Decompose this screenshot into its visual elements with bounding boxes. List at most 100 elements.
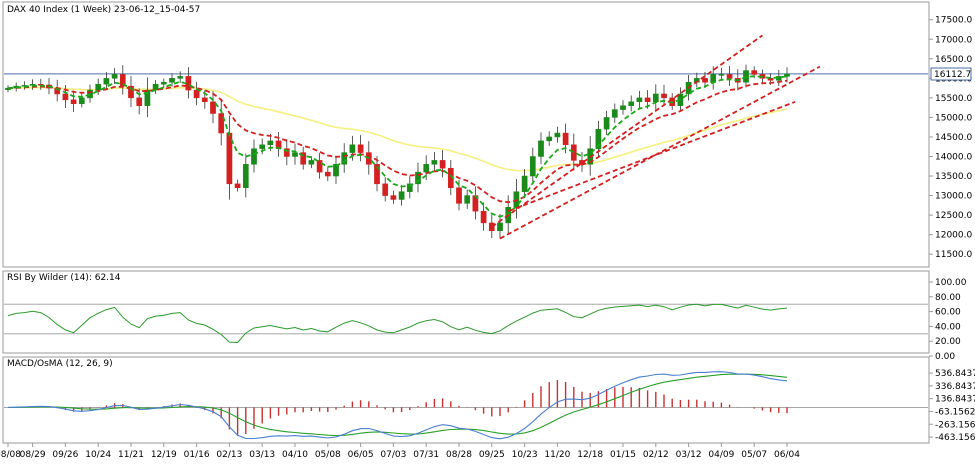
candle-body bbox=[513, 191, 520, 208]
candle-body bbox=[333, 164, 339, 177]
macd-title: MACD/OsMA (12, 26, 9) bbox=[7, 359, 113, 369]
x-tick-label: 08/29 bbox=[20, 450, 46, 460]
price-layer bbox=[4, 34, 928, 240]
candle-body bbox=[784, 73, 790, 77]
candle-body bbox=[628, 101, 635, 106]
rsi-line bbox=[7, 303, 788, 344]
trend-channel-line bbox=[491, 34, 763, 228]
price-y-tick-label: 16500.0 bbox=[935, 55, 972, 65]
candle-body bbox=[160, 81, 167, 85]
candle-body bbox=[521, 175, 528, 192]
candle-body bbox=[497, 222, 503, 231]
last-price-badge bbox=[930, 67, 972, 81]
candle-body bbox=[480, 210, 487, 224]
candle-body bbox=[136, 97, 143, 106]
candle-body bbox=[595, 128, 602, 149]
candle-body bbox=[390, 195, 397, 200]
x-tick-label: 04/10 bbox=[282, 450, 308, 460]
candle-body bbox=[95, 83, 102, 91]
candle-body bbox=[431, 160, 438, 165]
candle-body bbox=[300, 152, 307, 165]
candle-body bbox=[398, 191, 405, 200]
price-y-tick-label: 12500.0 bbox=[935, 211, 972, 221]
candle-body bbox=[111, 74, 118, 79]
price-y-tick-label: 12000.0 bbox=[935, 231, 972, 241]
mid-ma-line bbox=[7, 79, 788, 204]
price-y-tick-label: 13500.0 bbox=[935, 172, 972, 182]
price-y-tick-label: 17000.0 bbox=[935, 35, 972, 45]
candle-body bbox=[324, 171, 331, 177]
candle-body bbox=[341, 152, 348, 165]
candle-body bbox=[374, 164, 380, 185]
candle-body bbox=[611, 109, 618, 118]
x-tick-label: 01/15 bbox=[610, 450, 636, 460]
last-price-label: 16112.7 bbox=[934, 70, 971, 80]
candle-body bbox=[316, 160, 323, 173]
candle-body bbox=[234, 183, 241, 189]
fast-ma-line bbox=[7, 75, 788, 218]
x-tick-label: 03/12 bbox=[676, 450, 702, 460]
candle-body bbox=[406, 183, 413, 192]
macd-y-tick-label: 136.84377 bbox=[935, 395, 975, 405]
trend-channel-line bbox=[507, 100, 796, 213]
x-tick-label: 03/13 bbox=[249, 450, 275, 460]
candle-body bbox=[259, 144, 266, 149]
rsi-y-tick-label: 40.00 bbox=[935, 322, 961, 332]
candle-body bbox=[62, 93, 69, 101]
candle-body bbox=[218, 113, 225, 134]
candle-body bbox=[128, 85, 134, 99]
candle-body bbox=[251, 148, 257, 165]
price-y-tick-label: 13000.0 bbox=[935, 192, 972, 202]
macd-panel-frame bbox=[2, 356, 930, 444]
candle-body bbox=[357, 144, 364, 153]
price-y-tick-label: 11500.0 bbox=[935, 250, 972, 260]
candle-body bbox=[292, 152, 298, 157]
candle-body bbox=[185, 76, 192, 91]
x-tick-label: 05/08 bbox=[315, 450, 341, 460]
rsi-y-tick-label: 0.00 bbox=[935, 352, 955, 362]
candle-body bbox=[193, 89, 200, 99]
rsi-panel-frame bbox=[2, 270, 930, 354]
candle-body bbox=[210, 101, 216, 114]
macd-layer bbox=[4, 371, 928, 440]
rsi-y-tick-label: 20.00 bbox=[935, 337, 961, 347]
x-tick-label: 09/26 bbox=[52, 450, 78, 460]
candle-body bbox=[456, 187, 462, 204]
axis-layer: 17500.017000.016500.016000.015500.015000… bbox=[0, 16, 975, 460]
macd-line bbox=[7, 371, 788, 440]
candle-body bbox=[464, 195, 471, 204]
candle-body bbox=[718, 74, 725, 76]
candle-body bbox=[636, 97, 643, 103]
rsi-layer bbox=[4, 303, 928, 344]
candle-body bbox=[554, 132, 561, 138]
price-y-tick-label: 15000.0 bbox=[935, 113, 972, 123]
macd-y-tick-label: -463.15623 bbox=[935, 433, 975, 443]
candle-body bbox=[70, 99, 77, 104]
x-tick-label: 05/07 bbox=[741, 450, 767, 460]
candle-body bbox=[661, 93, 667, 99]
x-tick-label: 11/20 bbox=[544, 450, 570, 460]
x-tick-label: 12/19 bbox=[151, 450, 177, 460]
macd-signal-line bbox=[8, 373, 788, 437]
x-tick-label: 06/05 bbox=[348, 450, 374, 460]
candle-body bbox=[751, 70, 758, 75]
price-y-tick-label: 17500.0 bbox=[935, 16, 972, 26]
x-tick-label: 01/16 bbox=[184, 450, 210, 460]
macd-y-tick-label: -63.15623 bbox=[935, 407, 975, 417]
candle-body bbox=[103, 78, 110, 85]
rsi-y-tick-label: 80.00 bbox=[935, 293, 961, 303]
price-y-tick-label: 14500.0 bbox=[935, 133, 972, 143]
candle-body bbox=[169, 78, 175, 83]
rsi-y-tick-label: 60.00 bbox=[935, 308, 961, 318]
macd-y-tick-label: -263.15623 bbox=[935, 420, 975, 430]
x-tick-label: 08/28 bbox=[446, 450, 472, 460]
candle-body bbox=[382, 183, 389, 196]
x-tick-label: 06/04 bbox=[774, 450, 800, 460]
candle-body bbox=[439, 160, 446, 169]
price-panel-frame bbox=[2, 1, 930, 268]
x-tick-label: 04/09 bbox=[708, 450, 734, 460]
candle-body bbox=[349, 144, 356, 153]
x-tick-label: 11/21 bbox=[118, 450, 144, 460]
trend-channel-line bbox=[499, 65, 821, 240]
